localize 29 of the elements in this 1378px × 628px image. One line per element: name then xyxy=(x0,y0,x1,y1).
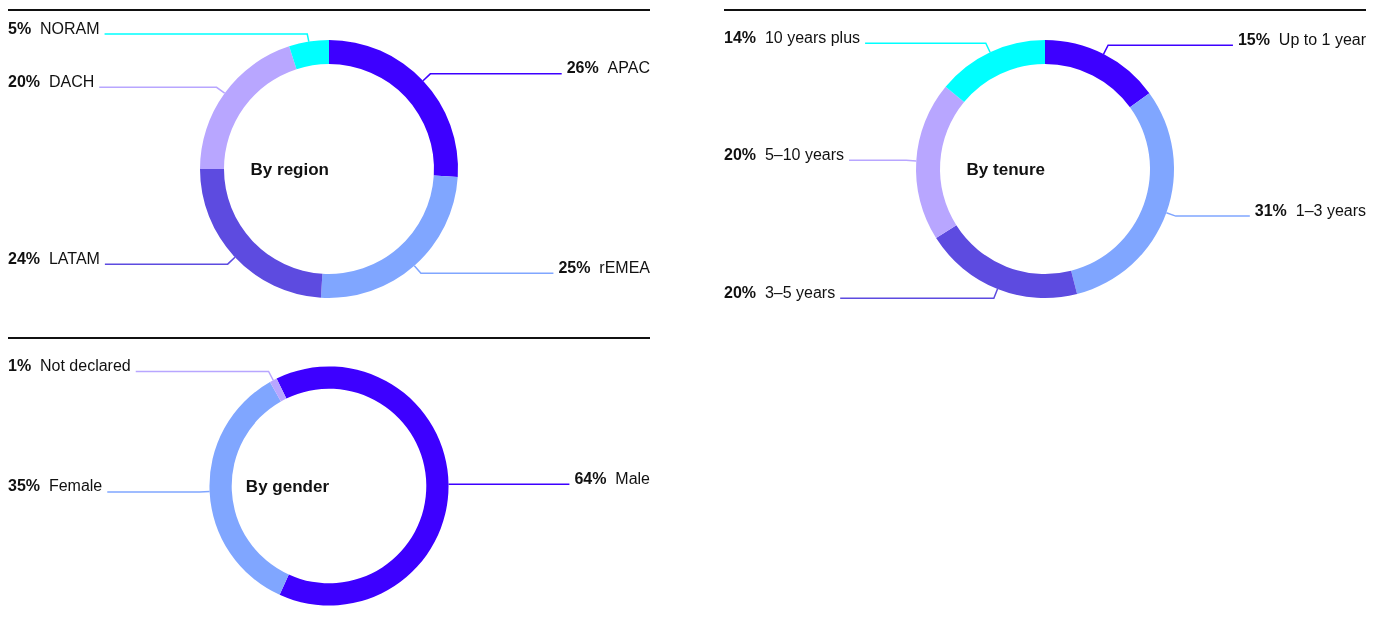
data-label: 14% xyxy=(724,28,757,46)
data-label: 25% xyxy=(558,258,591,276)
slice-label: Male xyxy=(606,469,651,487)
slice-label: rEMEA xyxy=(590,258,651,276)
data-label: 64% xyxy=(574,469,607,487)
slice-label: APAC xyxy=(599,59,650,77)
slice-label: Up to 1 year xyxy=(1269,30,1367,48)
slice-label: LATAM xyxy=(40,249,100,267)
text: By gender xyxy=(245,476,330,496)
data-label: 35% xyxy=(8,477,41,495)
data-label: 20% xyxy=(724,145,757,163)
slice-label: NORAM xyxy=(31,19,100,37)
slice-label: 10 years plus xyxy=(756,28,861,46)
slice-label: 1–3 years xyxy=(1286,201,1366,219)
data-label: 5% xyxy=(8,19,32,37)
slice-label: 3–5 years xyxy=(756,283,836,301)
data-label: 20% xyxy=(8,72,41,90)
slice-label: 5–10 years xyxy=(756,145,845,163)
data-label: 26% xyxy=(566,59,599,77)
slice-label: DACH xyxy=(40,72,95,90)
data-label: 1% xyxy=(8,356,32,374)
text: By tenure xyxy=(966,159,1046,179)
data-label: 31% xyxy=(1254,201,1287,219)
data-label: 20% xyxy=(724,283,757,301)
slice-label: Not declared xyxy=(31,356,131,374)
text: By region xyxy=(250,159,329,179)
slice-label: Female xyxy=(40,477,103,495)
data-label: 24% xyxy=(8,249,41,267)
data-label: 15% xyxy=(1237,30,1270,48)
